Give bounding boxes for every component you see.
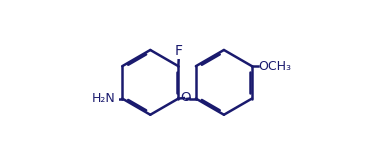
Text: O: O — [180, 91, 190, 104]
Text: OCH₃: OCH₃ — [259, 60, 291, 73]
Text: F: F — [175, 44, 183, 58]
Text: H₂N: H₂N — [92, 92, 116, 105]
